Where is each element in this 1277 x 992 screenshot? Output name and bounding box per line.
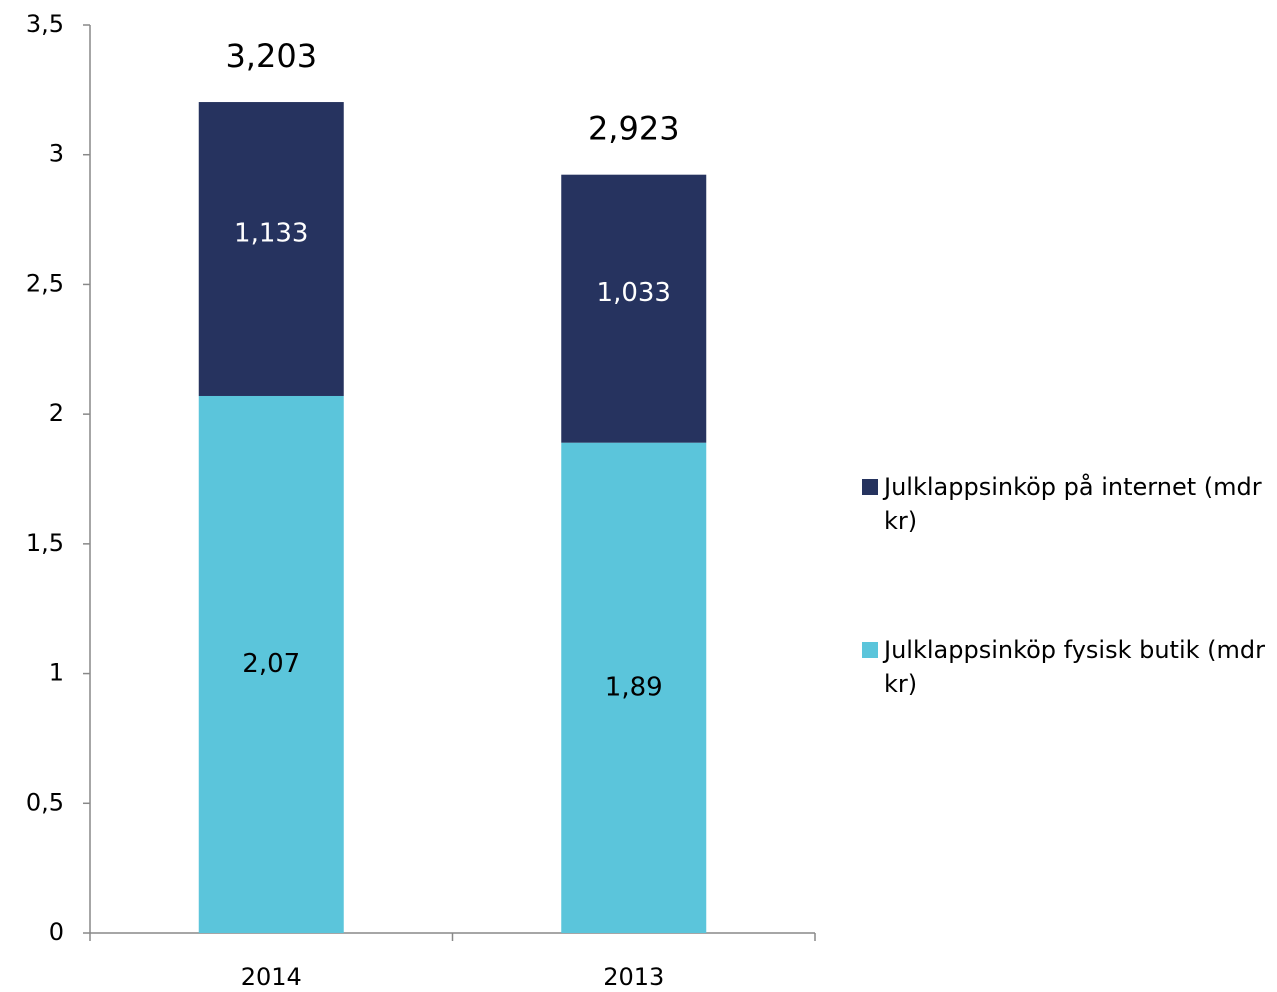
bar-segment bbox=[561, 442, 707, 933]
bar-segment bbox=[198, 102, 344, 396]
y-tick-label: 1 bbox=[49, 659, 64, 687]
legend-swatch bbox=[862, 479, 878, 495]
y-tick-label: 2,5 bbox=[26, 269, 64, 297]
bar-segment bbox=[198, 395, 344, 933]
legend-entry: Julklappsinköp på internet (mdr kr) bbox=[862, 470, 1272, 538]
x-tick-label: 2013 bbox=[603, 963, 664, 991]
y-tick-label: 2 bbox=[49, 399, 64, 427]
legend-label: Julklappsinköp på internet (mdr kr) bbox=[884, 473, 1262, 535]
value-label: 1,89 bbox=[605, 672, 663, 702]
y-tick-label: 0 bbox=[49, 918, 64, 946]
y-tick-label: 0,5 bbox=[26, 788, 64, 816]
legend-label: Julklappsinköp fysisk butik (mdr kr) bbox=[884, 636, 1265, 698]
value-label: 1,033 bbox=[597, 278, 671, 308]
legend-swatch bbox=[862, 642, 878, 658]
legend-entry: Julklappsinköp fysisk butik (mdr kr) bbox=[862, 633, 1272, 701]
bar-segment bbox=[561, 174, 707, 443]
total-label: 3,203 bbox=[225, 37, 317, 75]
y-tick-label: 3 bbox=[49, 140, 64, 168]
y-tick-label: 1,5 bbox=[26, 529, 64, 557]
y-tick-label: 3,5 bbox=[26, 10, 64, 38]
value-label: 1,133 bbox=[234, 219, 308, 249]
total-label: 2,923 bbox=[588, 110, 680, 148]
x-tick-label: 2014 bbox=[241, 963, 302, 991]
value-label: 2,07 bbox=[242, 649, 300, 679]
